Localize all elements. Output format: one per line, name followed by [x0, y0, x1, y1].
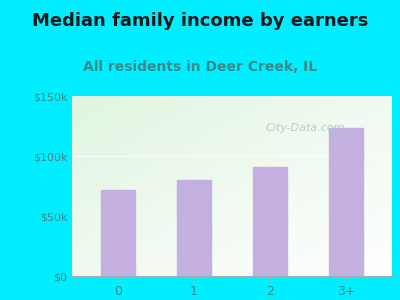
Bar — [329, 128, 364, 276]
Text: City-Data.com: City-Data.com — [266, 123, 345, 134]
Bar — [177, 180, 211, 276]
Text: Median family income by earners: Median family income by earners — [32, 12, 368, 30]
Text: All residents in Deer Creek, IL: All residents in Deer Creek, IL — [83, 60, 317, 74]
Bar — [253, 167, 287, 276]
Bar — [100, 190, 135, 276]
